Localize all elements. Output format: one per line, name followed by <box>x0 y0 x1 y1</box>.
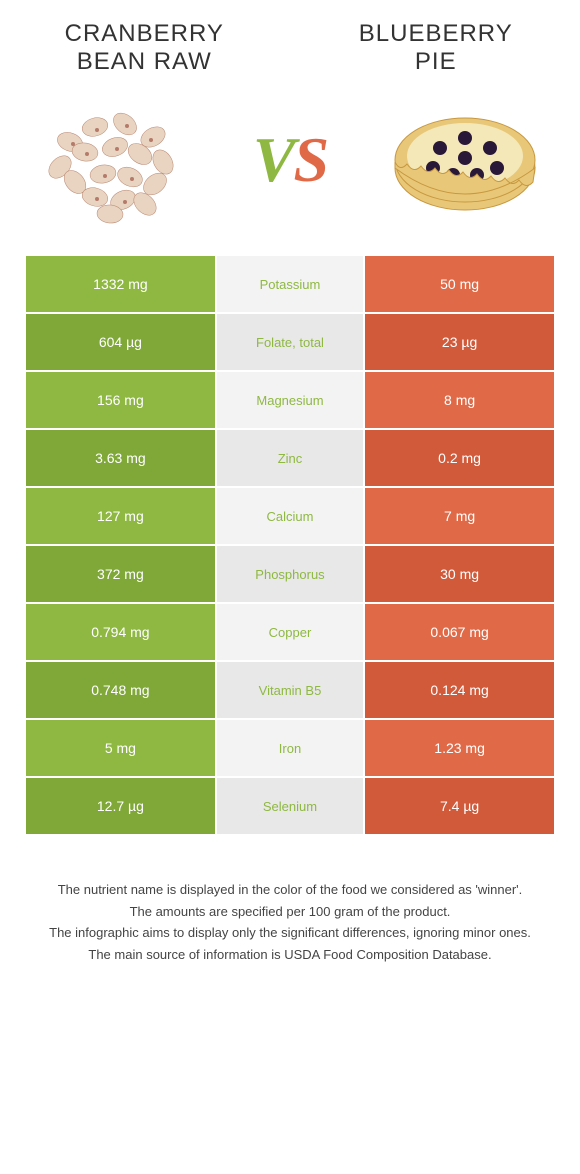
nutrient-name-cell: Calcium <box>216 487 364 545</box>
right-value-cell: 1.23 mg <box>364 719 555 777</box>
right-value-cell: 0.2 mg <box>364 429 555 487</box>
nutrient-table: 1332 mgPotassium50 mg604 µgFolate, total… <box>25 255 555 835</box>
blueberry-pie-image <box>385 90 545 230</box>
table-row: 1332 mgPotassium50 mg <box>25 255 555 313</box>
table-row: 5 mgIron1.23 mg <box>25 719 555 777</box>
cranberry-bean-image <box>35 90 195 230</box>
vs-v-letter: V <box>253 124 294 195</box>
footer-line3: The infographic aims to display only the… <box>35 923 545 943</box>
left-value-cell: 3.63 mg <box>25 429 216 487</box>
footer-notes: The nutrient name is displayed in the co… <box>25 880 555 964</box>
nutrient-name-cell: Iron <box>216 719 364 777</box>
nutrient-name-cell: Copper <box>216 603 364 661</box>
left-value-cell: 0.794 mg <box>25 603 216 661</box>
right-value-cell: 50 mg <box>364 255 555 313</box>
right-title-line1: BLUEBERRY <box>359 20 513 47</box>
table-row: 12.7 µgSelenium7.4 µg <box>25 777 555 835</box>
left-value-cell: 0.748 mg <box>25 661 216 719</box>
right-value-cell: 0.124 mg <box>364 661 555 719</box>
left-value-cell: 156 mg <box>25 371 216 429</box>
nutrient-name-cell: Magnesium <box>216 371 364 429</box>
vs-label: VS <box>253 123 327 197</box>
nutrient-name-cell: Folate, total <box>216 313 364 371</box>
table-row: 0.748 mgVitamin B50.124 mg <box>25 661 555 719</box>
table-row: 127 mgCalcium7 mg <box>25 487 555 545</box>
footer-line2: The amounts are specified per 100 gram o… <box>35 902 545 922</box>
beans-icon <box>35 90 195 230</box>
right-value-cell: 30 mg <box>364 545 555 603</box>
left-title-line2: BEAN RAW <box>77 48 212 75</box>
footer-line1: The nutrient name is displayed in the co… <box>35 880 545 900</box>
table-row: 372 mgPhosphorus30 mg <box>25 545 555 603</box>
table-row: 3.63 mgZinc0.2 mg <box>25 429 555 487</box>
nutrient-name-cell: Zinc <box>216 429 364 487</box>
right-value-cell: 7.4 µg <box>364 777 555 835</box>
left-value-cell: 12.7 µg <box>25 777 216 835</box>
left-value-cell: 1332 mg <box>25 255 216 313</box>
nutrient-name-cell: Selenium <box>216 777 364 835</box>
right-title-line2: PIE <box>415 48 457 75</box>
pie-icon <box>385 90 545 230</box>
table-row: 0.794 mgCopper0.067 mg <box>25 603 555 661</box>
left-value-cell: 127 mg <box>25 487 216 545</box>
right-value-cell: 0.067 mg <box>364 603 555 661</box>
footer-line4: The main source of information is USDA F… <box>35 945 545 965</box>
vs-s-letter: S <box>294 124 328 195</box>
infographic-container: CRANBERRY BEAN RAW BLUEBERRY PIE <box>0 0 580 986</box>
nutrient-name-cell: Vitamin B5 <box>216 661 364 719</box>
left-value-cell: 604 µg <box>25 313 216 371</box>
table-row: 156 mgMagnesium8 mg <box>25 371 555 429</box>
left-value-cell: 372 mg <box>25 545 216 603</box>
left-value-cell: 5 mg <box>25 719 216 777</box>
right-value-cell: 23 µg <box>364 313 555 371</box>
nutrient-name-cell: Potassium <box>216 255 364 313</box>
images-row: VS <box>25 90 555 230</box>
right-value-cell: 7 mg <box>364 487 555 545</box>
left-food-title: CRANBERRY BEAN RAW <box>25 20 264 75</box>
right-value-cell: 8 mg <box>364 371 555 429</box>
nutrient-name-cell: Phosphorus <box>216 545 364 603</box>
table-row: 604 µgFolate, total23 µg <box>25 313 555 371</box>
right-food-title: BLUEBERRY PIE <box>317 20 556 75</box>
titles-row: CRANBERRY BEAN RAW BLUEBERRY PIE <box>25 20 555 75</box>
left-title-line1: CRANBERRY <box>65 20 224 47</box>
